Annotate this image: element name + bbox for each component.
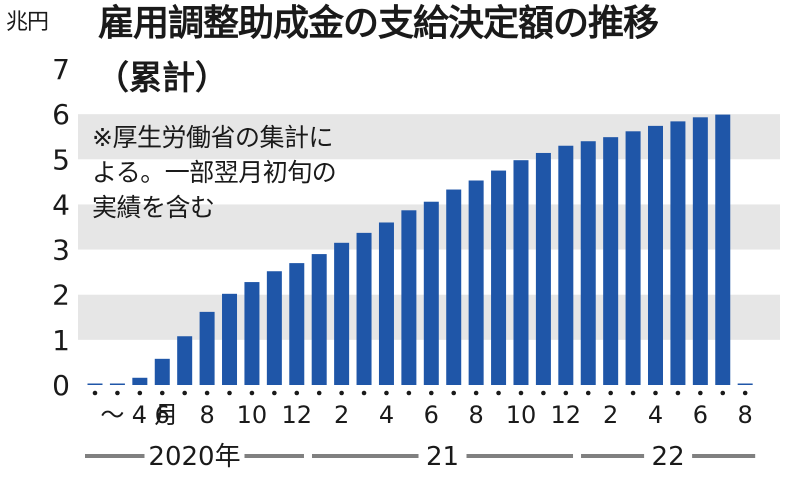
tick-dot <box>137 390 143 396</box>
y-tick-label: 3 <box>52 234 70 267</box>
x-tick-label: 12 <box>282 401 313 429</box>
tick-dot <box>541 390 546 396</box>
note-line-2: よる。一部翌月初旬の <box>92 158 337 187</box>
bar <box>603 137 619 385</box>
bar <box>244 282 260 385</box>
bar <box>670 121 686 385</box>
bar <box>266 271 282 385</box>
x-tick-label: 8 <box>738 401 753 429</box>
x-tick-label: 8 <box>199 401 214 429</box>
tick-dot <box>720 390 726 396</box>
y-unit-label: 兆円 <box>6 10 49 35</box>
x-tick-label: 10 <box>237 401 268 429</box>
tick-dot <box>518 390 524 396</box>
bar <box>289 263 305 385</box>
x-tick-label: 12 <box>551 401 582 429</box>
y-tick-label: 4 <box>52 188 70 221</box>
y-tick-label: 1 <box>52 324 70 357</box>
y-tick-label: 2 <box>52 279 70 312</box>
bar <box>334 242 350 385</box>
tick-dot <box>384 390 389 396</box>
tick-dot <box>563 390 569 396</box>
bar <box>692 117 708 385</box>
x-tick-label: 2 <box>334 401 349 429</box>
y-tick-label: 5 <box>52 143 70 176</box>
tick-dot <box>585 390 591 396</box>
x-tick-label: 6 <box>424 401 439 429</box>
bar <box>356 232 372 385</box>
year-label: 22 <box>652 442 685 472</box>
tick-dot <box>473 390 479 396</box>
tick-dot <box>451 390 457 396</box>
x-tick-label: 6 <box>693 401 708 429</box>
bar <box>625 131 641 385</box>
bar <box>491 170 507 385</box>
bar <box>222 293 238 385</box>
tick-dot <box>608 390 613 396</box>
tick-dot <box>204 390 210 396</box>
bar <box>468 180 484 385</box>
chart-title: 雇用調整助成金の支給決定額の推移 <box>98 3 659 44</box>
bar <box>580 141 596 385</box>
bar <box>199 311 215 385</box>
tick-dot <box>675 390 681 396</box>
bar <box>513 160 529 385</box>
bar <box>109 383 125 385</box>
tick-dot <box>227 390 232 396</box>
tick-dot <box>653 390 658 396</box>
tick-dot <box>698 390 703 396</box>
note-line-3: 実績を含む <box>92 193 215 222</box>
bar <box>737 383 753 385</box>
bar <box>311 254 327 385</box>
tick-dot <box>406 390 412 396</box>
bars <box>87 114 753 385</box>
tick-dot <box>339 390 344 396</box>
bar <box>401 210 417 385</box>
bar <box>648 125 663 385</box>
bar <box>558 145 574 385</box>
x-tick-label: 4 <box>648 401 663 429</box>
note-line-1: ※厚生労働省の集計に <box>92 123 333 152</box>
tick-dot <box>294 390 300 396</box>
y-axis: 0 1 2 3 4 5 6 7 <box>52 53 70 402</box>
bar <box>423 201 439 385</box>
tick-dot <box>115 390 120 396</box>
tick-dot <box>159 390 165 396</box>
bar <box>132 377 148 385</box>
bar <box>87 383 103 385</box>
y-tick-label: 0 <box>52 369 70 402</box>
year-axis: 2020年 21 22 <box>85 442 756 472</box>
tick-dot <box>272 390 277 396</box>
y-tick-label: 6 <box>52 98 70 131</box>
tick-dot <box>92 390 98 396</box>
chart-subtitle: （累計） <box>96 58 228 97</box>
x-tick-label: 6 <box>155 401 170 429</box>
tick-dot <box>630 390 636 396</box>
tick-dot <box>742 390 748 396</box>
bar <box>378 222 394 385</box>
year-label: 2020年 <box>148 442 240 472</box>
tick-dot <box>496 390 501 396</box>
bar <box>715 114 731 385</box>
x-tick-label: 〜4月 <box>100 401 178 429</box>
tick-dot <box>316 390 322 396</box>
x-tick-label: 2 <box>603 401 618 429</box>
x-tick-label: 8 <box>468 401 483 429</box>
x-tick-label: 4 <box>379 401 394 429</box>
tick-dot <box>429 390 434 396</box>
tick-dot <box>249 390 255 396</box>
year-label: 21 <box>426 442 459 472</box>
tick-dot <box>361 390 367 396</box>
bar <box>177 336 193 385</box>
bar <box>154 358 170 385</box>
bar <box>446 189 462 385</box>
x-axis: 〜4月6 8 10 12 2 4 6 8 10 12 2 4 6 8 <box>100 401 752 429</box>
tick-dots <box>92 390 748 396</box>
x-tick-label: 10 <box>506 401 537 429</box>
y-tick-label: 7 <box>52 53 70 86</box>
tick-dot <box>182 390 187 396</box>
bar <box>535 152 551 385</box>
